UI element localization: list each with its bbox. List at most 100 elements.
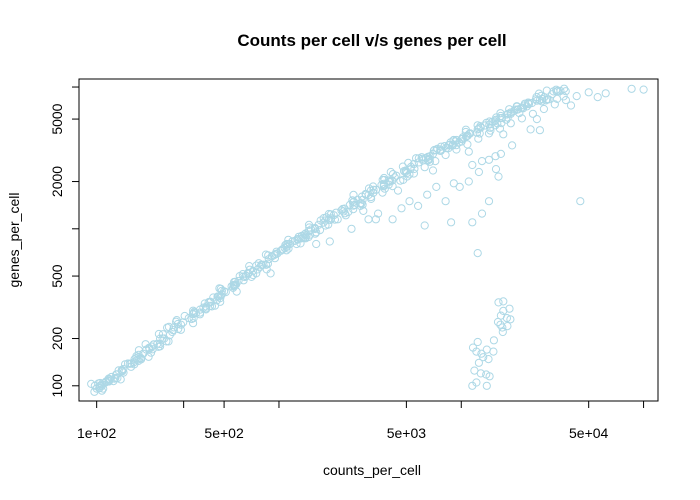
data-point-418 (452, 145, 461, 154)
data-point-365 (524, 98, 533, 107)
data-point-409 (356, 201, 365, 210)
data-point-234 (369, 185, 378, 194)
data-point-393 (174, 324, 183, 334)
data-point-463 (496, 149, 505, 158)
chart-title: Counts per cell v/s genes per cell (237, 31, 506, 50)
data-point-415 (420, 163, 429, 172)
data-point-113 (216, 297, 225, 306)
data-point-316 (463, 131, 472, 140)
data-point-423 (506, 119, 515, 128)
data-point-471 (484, 197, 494, 206)
data-point-473 (494, 172, 503, 181)
data-point-186 (307, 225, 316, 234)
data-point-432 (312, 239, 321, 249)
data-point-450 (405, 197, 414, 206)
data-point-505 (482, 345, 491, 354)
y-tick-label-5: 5000 (49, 103, 65, 134)
data-point-462 (491, 152, 500, 161)
data-point-460 (477, 157, 487, 166)
data-point-406 (321, 221, 330, 230)
data-point-500 (494, 298, 503, 307)
y-tick-label-4: 2000 (49, 166, 65, 197)
data-point-190 (301, 229, 310, 238)
data-point-392 (158, 334, 167, 343)
data-point-115 (217, 286, 226, 295)
data-point-434 (393, 186, 403, 195)
data-point-431 (266, 269, 275, 278)
data-point-401 (270, 254, 279, 263)
data-point-427 (550, 100, 559, 109)
data-point-426 (539, 104, 549, 114)
data-point-414 (409, 169, 418, 178)
data-point-456 (455, 182, 464, 191)
data-point-151 (259, 260, 268, 269)
data-point-480 (479, 353, 488, 362)
data-point-502 (498, 327, 507, 337)
data-point-498 (496, 311, 505, 320)
data-point-373 (534, 89, 544, 98)
x-axis: 1e+02 5e+02 5e+03 5e+04 (77, 400, 645, 441)
data-point-329 (476, 123, 485, 132)
data-point-394 (189, 314, 198, 323)
data-point-169 (284, 244, 293, 253)
data-point-256 (386, 167, 395, 177)
data-point-95 (190, 307, 199, 316)
data-point-398 (239, 276, 248, 285)
data-point-437 (499, 130, 508, 139)
data-point-481 (484, 355, 493, 364)
x-tick-label-2: 5e+02 (204, 425, 244, 441)
data-point-475 (420, 221, 429, 230)
data-point-445 (347, 224, 356, 233)
data-point-495 (505, 304, 514, 313)
x-tick-label-4: 5e+03 (387, 425, 427, 441)
data-point-451 (414, 201, 423, 210)
data-point-436 (464, 147, 473, 156)
data-point-327 (486, 123, 495, 132)
data-point-438 (532, 115, 542, 124)
data-point-474 (473, 249, 482, 258)
data-point-476 (371, 215, 380, 224)
data-point-83 (172, 316, 181, 325)
data-point-387 (560, 84, 569, 93)
data-point-453 (432, 182, 441, 191)
data-point-440 (593, 93, 602, 102)
data-point-448 (388, 215, 397, 224)
data-point-107 (206, 301, 215, 310)
data-point-279 (425, 157, 434, 166)
data-point-459 (474, 167, 483, 177)
data-point-236 (364, 190, 373, 199)
plot-frame (78, 78, 659, 402)
data-point-425 (528, 109, 538, 118)
data-point-464 (507, 141, 517, 150)
data-point-413 (399, 175, 408, 184)
data-point-399 (252, 269, 261, 278)
data-point-497 (503, 322, 512, 331)
data-point-21 (101, 377, 111, 386)
data-point-442 (627, 84, 636, 93)
data-point-467 (576, 197, 585, 206)
data-point-275 (417, 153, 426, 162)
data-point-478 (472, 347, 481, 356)
data-point-447 (374, 209, 383, 218)
data-point-35 (117, 365, 126, 374)
data-point-390 (113, 374, 122, 383)
data-point-383 (544, 95, 553, 104)
data-point-389 (552, 85, 561, 94)
y-tick-label-2: 500 (49, 264, 65, 288)
data-point-444 (325, 237, 334, 246)
data-point-46 (133, 355, 142, 364)
data-point-420 (474, 134, 483, 143)
y-tick-label-1: 200 (49, 327, 65, 351)
y-axis: 100 200 500 2000 5000 (49, 86, 80, 397)
data-point-386 (553, 86, 563, 95)
data-point-403 (292, 239, 301, 249)
data-point-178 (293, 235, 302, 244)
data-point-380 (542, 86, 551, 95)
data-point-145 (253, 265, 262, 274)
data-point-103 (210, 301, 219, 310)
data-point-323 (475, 129, 484, 138)
data-point-484 (476, 369, 485, 378)
data-point-472 (491, 165, 501, 174)
data-point-129 (229, 282, 239, 291)
